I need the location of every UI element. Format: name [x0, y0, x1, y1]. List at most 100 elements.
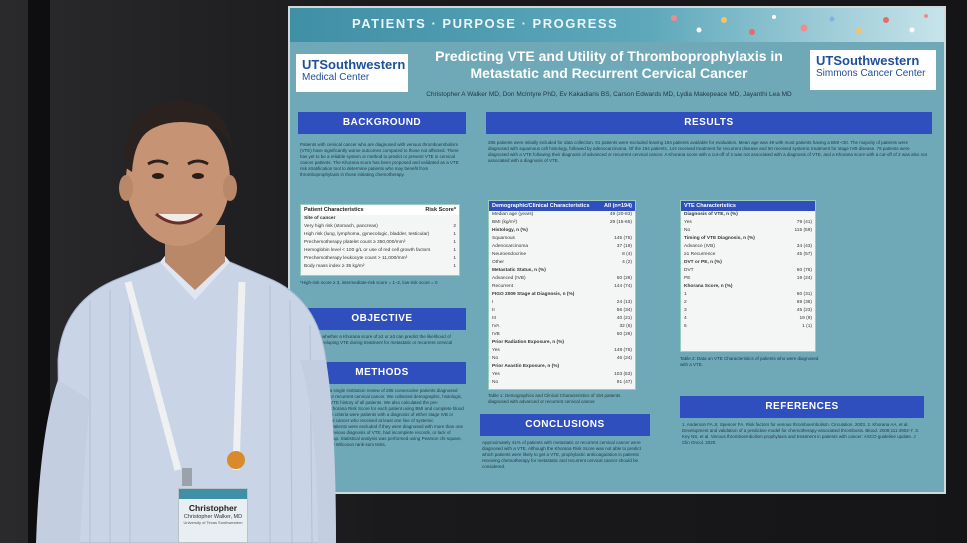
poster-authors: Christopher A Walker MD, Don McIntyre Ph… [426, 91, 792, 98]
logo-right-sub: Simmons Cancer Center [816, 68, 926, 79]
demo-cell-value: 49 (20-83) [609, 212, 632, 217]
vte-row: 5 1 (1) [681, 323, 815, 331]
khorana-footnote: *High-risk score ≥ 3, intermediate-risk … [300, 280, 438, 285]
khorana-cell-label: Very high risk (stomach, pancreas) [304, 224, 378, 229]
demographics-table: Demographic/Clinical Characteristics All… [488, 200, 636, 390]
demo-cell-label: Advanced (IVB) [492, 276, 526, 281]
section-references-header: REFERENCES [680, 396, 924, 418]
vte-cell-value: 60 (76) [796, 268, 812, 273]
demo-row: I 24 (13) [489, 299, 635, 307]
vte-cell-label: 2 [684, 300, 687, 305]
results-text: 285 patients were initially included for… [488, 140, 927, 163]
khorana-cell-label: Prechemotherapy platelet count ≥ 350,000… [304, 240, 406, 245]
demo-cell-label: Metastatic Status, n (%) [492, 268, 546, 273]
demo-row: Recurrent 144 (74) [489, 283, 635, 291]
demo-row: Adenocarcinoma 37 (19) [489, 243, 635, 251]
badge-full-name: Christopher Walker, MD [183, 514, 243, 520]
demo-cell-label: Yes [492, 348, 500, 353]
section-background-header: BACKGROUND [298, 112, 466, 134]
demo-cell-label: Histology, n (%) [492, 228, 528, 233]
demo-row: Yes 148 (76) [489, 347, 635, 355]
poster-title: Predicting VTE and Utility of Thrombopro… [418, 48, 800, 82]
vte-row: Khorana Score, n (%) [681, 283, 815, 291]
demo-cell-value: 91 (47) [616, 380, 632, 385]
name-badge: Christopher Christopher Walker, MD Unive… [178, 488, 248, 543]
logo-right-main: UTSouthwestern [816, 53, 920, 68]
poster-title-line1: Predicting VTE and Utility of Thrombopro… [435, 48, 783, 64]
vte-row: Advance (IVB) 34 (43) [681, 243, 815, 251]
khorana-cell-value: 1 [453, 248, 456, 253]
khorana-cell-label: High risk (lung, lymphoma, gynecologic, … [304, 232, 430, 237]
vte-cell-label: PE [684, 276, 691, 281]
demo-cell-label: IVA [492, 324, 500, 329]
vte-row: DVT 60 (76) [681, 267, 815, 275]
demographics-caption: Table 1: Demographics and Clinical Chara… [488, 393, 621, 404]
demo-cell-value: 24 (13) [616, 300, 632, 305]
vte-cell-label: DVT or PE, n (%) [684, 260, 722, 265]
vte-cell-label: No [684, 228, 691, 233]
demo-cell-value: 8 (4) [622, 252, 632, 257]
vte-cell-label: Diagnosis of VTE, n (%) [684, 212, 738, 217]
demo-cell-value: 50 (26) [616, 332, 632, 337]
demo-cell-label: I [492, 300, 494, 305]
vte-cell-label: 3 [684, 308, 687, 313]
khorana-cell-label: Prechemotherapy leukocyte count > 11,000… [304, 256, 408, 261]
banner-text: PATIENTS · PURPOSE · PROGRESS [352, 16, 619, 31]
demo-cell-label: Adenocarcinoma [492, 244, 528, 249]
khorana-cell-value: 1 [453, 256, 456, 261]
vte-row: ≥1 Recurrence 45 (57) [681, 251, 815, 259]
section-methods-header: METHODS [298, 362, 466, 384]
vte-cell-label: 1 [684, 292, 687, 297]
demo-cell-label: Neuroendocrine [492, 252, 527, 257]
demo-cell-label: Yes [492, 372, 500, 377]
khorana-cell-label: Site of cancer [304, 216, 336, 221]
khorana-cell-value: 2 [453, 224, 456, 229]
research-poster: PATIENTS · PURPOSE · PROGRESS UTSouthwes… [288, 6, 946, 494]
vte-row: Diagnosis of VTE, n (%) [681, 211, 815, 219]
vte-row: DVT or PE, n (%) [681, 259, 815, 267]
methods-text: We performed a single institution review… [300, 388, 464, 447]
demo-row: Prior Radiation Exposure, n (%) [489, 339, 635, 347]
khorana-table: Patient Characteristics Risk Score* Site… [300, 204, 460, 276]
objective-text: Determine whether a Khorana score of ≥2 … [300, 334, 453, 351]
khorana-row: Site of cancer [301, 215, 459, 223]
badge-affiliation: University of Texas Southwestern [183, 520, 243, 525]
demo-cell-label: Other [492, 260, 504, 265]
vte-row: PE 19 (24) [681, 275, 815, 283]
demo-cell-value: 46 (24) [616, 356, 632, 361]
vte-cell-label: DVT [684, 268, 694, 273]
vte-cell-value: 34 (43) [796, 244, 812, 249]
logo-simmons-cancer-center: UTSouthwestern Simmons Cancer Center [810, 50, 936, 90]
demo-cell-label: Prior Radiation Exposure, n (%) [492, 340, 564, 345]
badge-first-name: Christopher [188, 503, 238, 513]
vte-row: Yes 79 (41) [681, 219, 815, 227]
khorana-row: Hemoglobin level < 100 g/L or use of red… [301, 247, 459, 255]
demo-row: Squamous 145 (75) [489, 235, 635, 243]
khorana-cell-label: Hemoglobin level < 100 g/L or use of red… [304, 248, 431, 253]
poster-title-line2: Metastatic and Recurrent Cervical Cancer [470, 65, 748, 81]
khorana-row: Body mass index ≥ 35 kg/m² 1 [301, 263, 459, 271]
vte-cell-value: 69 (36) [796, 300, 812, 305]
vte-cell-label: Yes [684, 220, 692, 225]
demo-row: IVB 50 (26) [489, 331, 635, 339]
vte-cell-label: ≥1 Recurrence [684, 252, 716, 257]
board-frame-post [28, 0, 50, 543]
khorana-cell-value: 1 [453, 264, 456, 269]
demo-header-2: All (n=194) [604, 203, 632, 209]
vte-cell-value: 79 (41) [796, 220, 812, 225]
conclusions-text: Approximately 41% of patients with metas… [482, 440, 641, 469]
khorana-header-1: Patient Characteristics [304, 207, 364, 213]
vte-cell-value: 45 (57) [796, 252, 812, 257]
khorana-cell-value: 1 [453, 240, 456, 245]
section-results-header: RESULTS [486, 112, 932, 134]
demo-header-1: Demographic/Clinical Characteristics [492, 203, 590, 209]
vte-cell-value: 19 (9) [799, 316, 812, 321]
demo-cell-label: IVB [492, 332, 500, 337]
demo-cell-label: Median age (years) [492, 212, 534, 217]
khorana-row: Prechemotherapy platelet count ≥ 350,000… [301, 239, 459, 247]
khorana-row: High risk (lung, lymphoma, gynecologic, … [301, 231, 459, 239]
vte-cell-label: 5 [684, 324, 687, 329]
khorana-row: Very high risk (stomach, pancreas) 2 [301, 223, 459, 231]
demo-cell-label: Prior Avastin Exposure, n (%) [492, 364, 560, 369]
demo-cell-value: 29 (15-65) [609, 220, 632, 225]
